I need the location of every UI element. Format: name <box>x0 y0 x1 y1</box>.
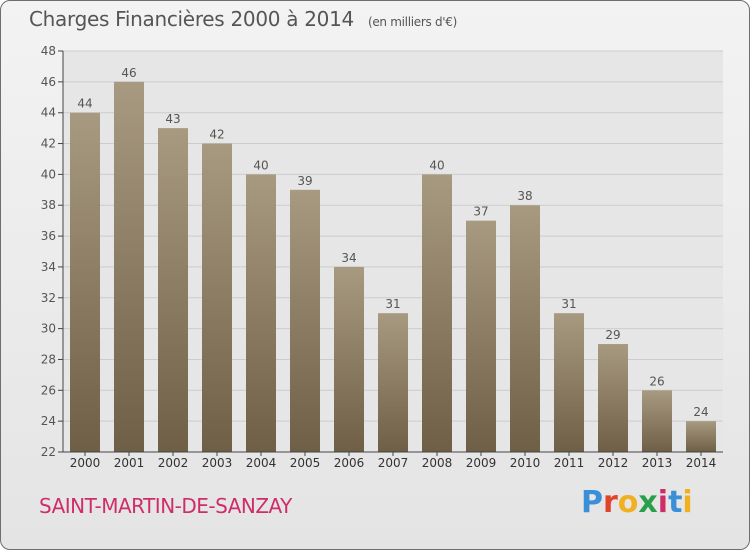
y-tick-label: 28 <box>41 352 56 366</box>
bar <box>686 421 716 452</box>
bar <box>598 344 628 452</box>
y-tick-label: 36 <box>41 229 56 243</box>
x-tick-label: 2005 <box>290 456 321 470</box>
logo-letter: P <box>581 485 603 520</box>
bar <box>466 220 496 452</box>
logo-letter: t <box>668 485 683 520</box>
bars <box>70 81 716 453</box>
bar-value-label: 43 <box>165 112 180 126</box>
bar <box>554 313 584 452</box>
x-tick-label: 2014 <box>686 456 717 470</box>
x-tick-label: 2007 <box>378 456 409 470</box>
bar-value-label: 39 <box>297 174 312 188</box>
chart-title-text: Charges Financières 2000 à 2014 <box>29 7 354 31</box>
logo-letter: i <box>682 485 693 520</box>
logo-letter: r <box>603 485 618 520</box>
bar <box>642 390 672 452</box>
x-tick-label: 2003 <box>202 456 233 470</box>
bar <box>290 189 320 453</box>
x-tick-label: 2009 <box>466 456 497 470</box>
commune-name: SAINT-MARTIN-DE-SANZAY <box>39 494 292 518</box>
y-tick-label: 30 <box>41 322 56 336</box>
chart-title: Charges Financières 2000 à 2014 (en milli… <box>29 7 457 31</box>
bar <box>202 143 232 453</box>
axes <box>58 50 723 456</box>
bar <box>246 174 276 452</box>
bar-value-label: 31 <box>385 297 400 311</box>
logo-letter: i <box>657 485 669 520</box>
y-tick-label: 34 <box>41 260 56 274</box>
y-tick-label: 38 <box>41 198 56 212</box>
y-tick-label: 48 <box>41 44 56 58</box>
bar <box>334 266 364 452</box>
bar-value-label: 26 <box>649 374 664 388</box>
y-tick-label: 40 <box>41 167 56 181</box>
logo-letter: o <box>617 485 639 520</box>
y-tick-label: 44 <box>41 106 56 120</box>
bar-value-label: 44 <box>77 97 92 111</box>
x-tick-label: 2013 <box>642 456 673 470</box>
x-tick-label: 2012 <box>598 456 629 470</box>
y-tick-label: 22 <box>41 445 56 459</box>
chart-subtitle: (en milliers d'€) <box>367 15 457 29</box>
bar-value-label: 46 <box>121 66 136 80</box>
bar-value-label: 40 <box>253 158 268 172</box>
bar-value-label: 37 <box>473 205 488 219</box>
bar <box>422 174 452 452</box>
bar <box>70 112 100 452</box>
logo-letter: x <box>638 485 658 520</box>
x-tick-label: 2002 <box>158 456 189 470</box>
proxiti-logo: Proxiti <box>581 485 693 520</box>
bar-value-label: 24 <box>693 405 708 419</box>
x-tick-label: 2006 <box>334 456 365 470</box>
x-tick-label: 2004 <box>246 456 277 470</box>
x-tick-label: 2010 <box>510 456 541 470</box>
bar-value-label: 29 <box>605 328 620 342</box>
y-tick-label: 42 <box>41 137 56 151</box>
y-tick-label: 26 <box>41 383 56 397</box>
bar-value-label: 40 <box>429 158 444 172</box>
y-tick-label: 46 <box>41 75 56 89</box>
bar <box>158 128 188 452</box>
x-tick-label: 2008 <box>422 456 453 470</box>
y-tick-label: 32 <box>41 291 56 305</box>
bar <box>378 313 408 452</box>
y-tick-label: 24 <box>41 414 56 428</box>
bar <box>510 205 540 452</box>
bar <box>114 81 144 452</box>
labels: 22 24 26 28 30 32 34 36 38 40 42 44 46 48 44 2000 46 2001… <box>41 44 717 470</box>
bar-value-label: 34 <box>341 251 356 265</box>
bar-value-label: 38 <box>517 189 532 203</box>
x-tick-label: 2001 <box>114 456 145 470</box>
x-tick-label: 2011 <box>554 456 585 470</box>
bar-value-label: 42 <box>209 128 224 142</box>
bar-value-label: 31 <box>561 297 576 311</box>
x-tick-label: 2000 <box>70 456 101 470</box>
